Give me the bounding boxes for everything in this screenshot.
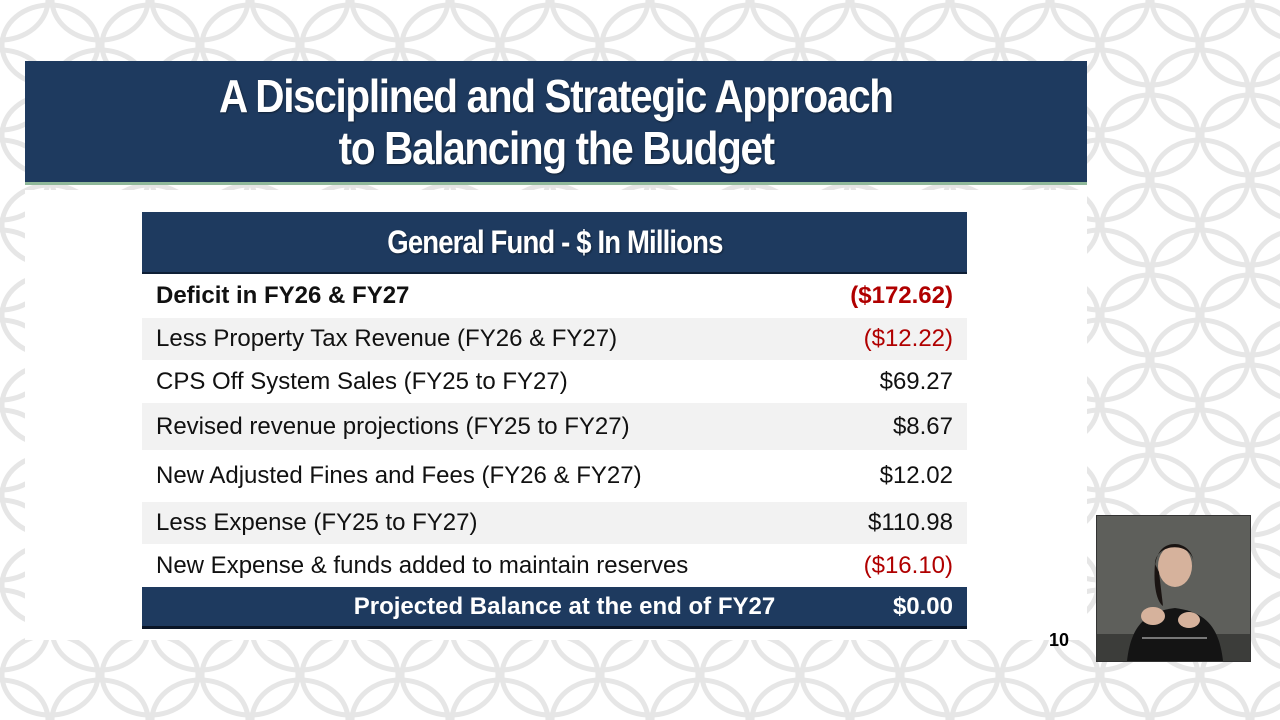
total-label: Projected Balance at the end of FY27 bbox=[353, 592, 776, 620]
table-header-label: General Fund - $ In Millions bbox=[386, 223, 723, 260]
row-label: New Expense & funds added to maintain re… bbox=[156, 551, 689, 579]
row-value: $69.27 bbox=[879, 367, 953, 395]
table-row: CPS Off System Sales (FY25 to FY27) $69.… bbox=[142, 360, 967, 403]
row-label: CPS Off System Sales (FY25 to FY27) bbox=[156, 367, 568, 395]
table-row: Revised revenue projections (FY25 to FY2… bbox=[142, 403, 967, 450]
row-label: Less Expense (FY25 to FY27) bbox=[156, 509, 478, 536]
slide-title-line-1: A Disciplined and Strategic Approach bbox=[219, 69, 894, 122]
row-value: ($12.22) bbox=[863, 325, 953, 352]
table-row: Less Expense (FY25 to FY27) $110.98 bbox=[142, 502, 967, 544]
table-row: New Expense & funds added to maintain re… bbox=[142, 544, 967, 587]
slide-title-line-2: to Balancing the Budget bbox=[338, 121, 774, 174]
page-number: 10 bbox=[1049, 630, 1070, 650]
total-value: $0.00 bbox=[892, 592, 953, 620]
row-label: Less Property Tax Revenue (FY26 & FY27) bbox=[156, 325, 618, 352]
table-header: General Fund - $ In Millions bbox=[142, 212, 967, 274]
row-label: Revised revenue projections (FY25 to FY2… bbox=[156, 412, 630, 440]
row-value: $12.02 bbox=[879, 462, 953, 489]
row-value: ($16.10) bbox=[863, 551, 953, 579]
row-value: $8.67 bbox=[892, 412, 953, 440]
slide-title-bar: A Disciplined and Strategic Approach to … bbox=[25, 61, 1087, 185]
row-label: Deficit in FY26 & FY27 bbox=[156, 282, 410, 309]
total-row: Projected Balance at the end of FY27 $0.… bbox=[142, 587, 967, 629]
row-value: $110.98 bbox=[868, 509, 953, 536]
table-row: New Adjusted Fines and Fees (FY26 & FY27… bbox=[142, 450, 967, 502]
interpreter-figure-icon bbox=[1097, 516, 1250, 661]
row-label: New Adjusted Fines and Fees (FY26 & FY27… bbox=[156, 462, 642, 489]
sign-language-interpreter-video bbox=[1096, 515, 1251, 662]
table-row: Less Property Tax Revenue (FY26 & FY27) … bbox=[142, 318, 967, 360]
row-value: ($172.62) bbox=[850, 282, 953, 309]
table-row: Deficit in FY26 & FY27 ($172.62) bbox=[142, 274, 967, 318]
budget-table: General Fund - $ In Millions Deficit in … bbox=[142, 212, 967, 629]
